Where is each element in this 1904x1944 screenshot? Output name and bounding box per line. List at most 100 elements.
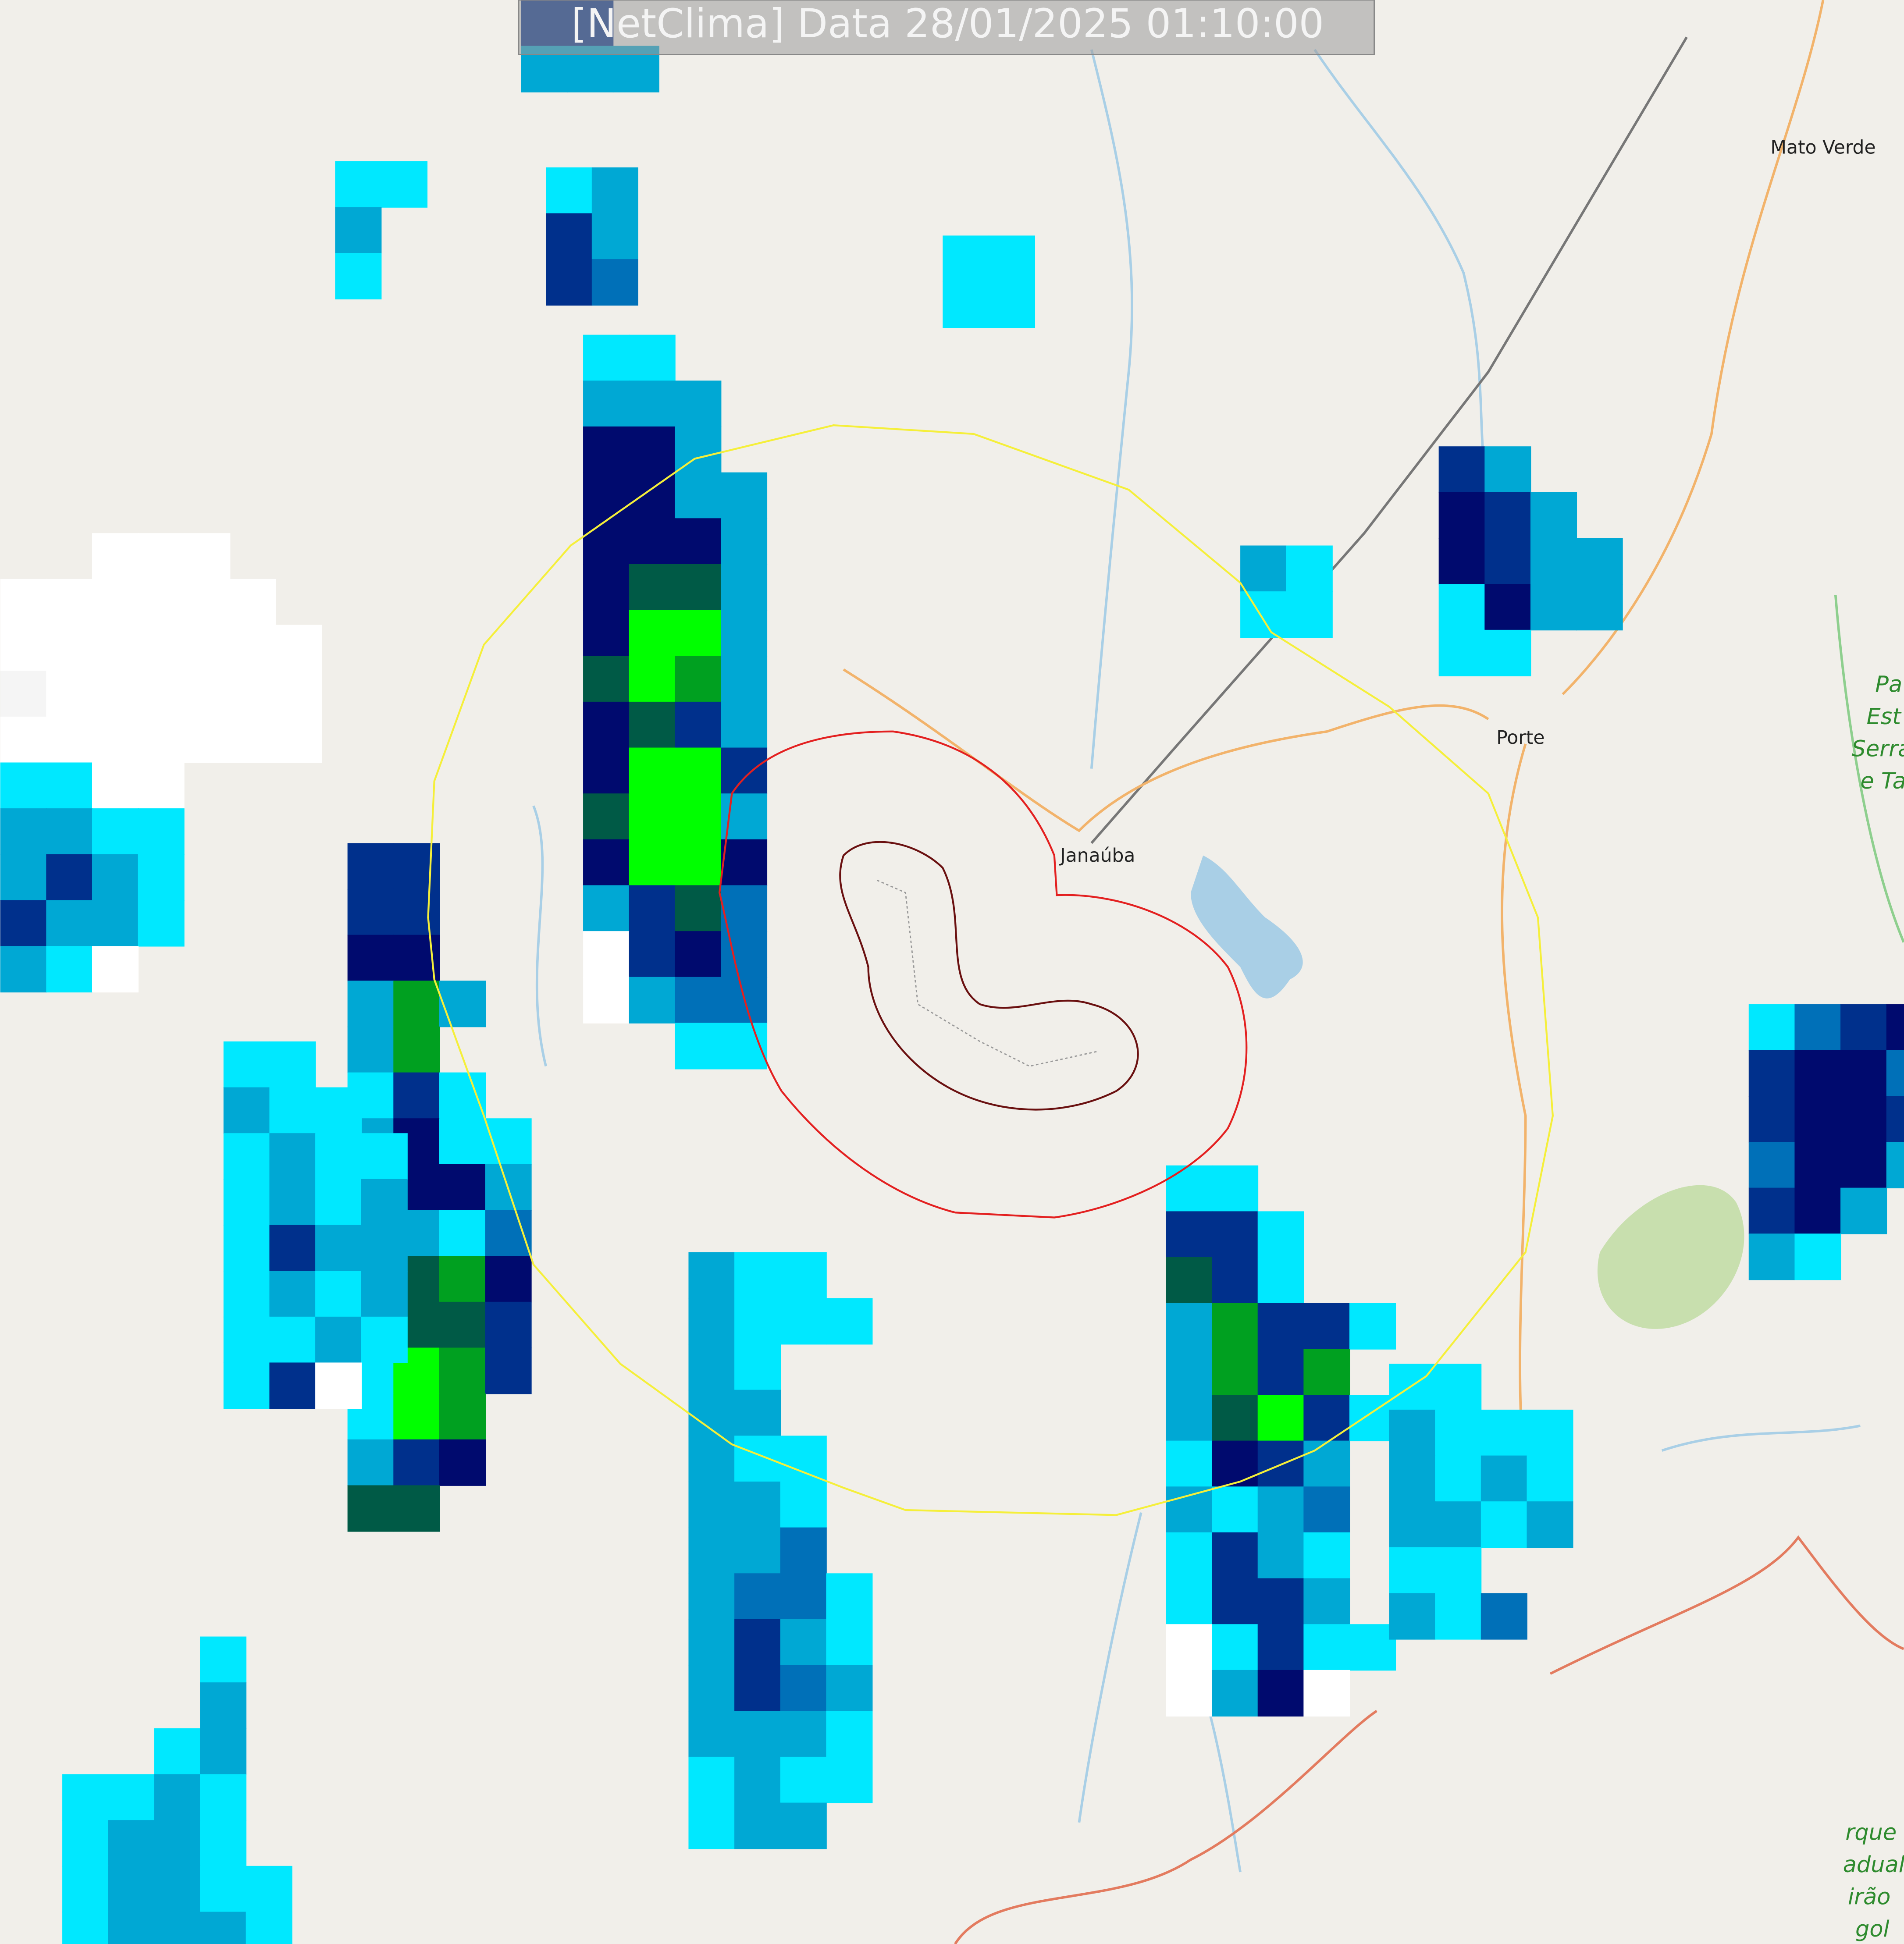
- echo-cell: [108, 1774, 155, 1821]
- echo-cell: [1840, 1050, 1887, 1097]
- echo-cell: [1480, 1501, 1527, 1548]
- echo-cell: [92, 716, 139, 763]
- echo-cell: [1240, 591, 1287, 638]
- echo-cell: [0, 854, 47, 901]
- echo-cell: [200, 1774, 247, 1821]
- echo-cell: [583, 931, 630, 978]
- echo-cell: [138, 808, 185, 855]
- echo-cell: [675, 656, 722, 703]
- echo-cell: [688, 1573, 735, 1620]
- echo-cell: [1303, 1349, 1350, 1396]
- echo-cell: [92, 762, 139, 809]
- echo-cell: [1212, 1165, 1259, 1212]
- echo-cell: [1530, 538, 1577, 585]
- echo-cell: [46, 671, 93, 718]
- echo-cell: [688, 1481, 735, 1528]
- park-label: rque: [1845, 1820, 1897, 1845]
- echo-cell: [138, 716, 185, 763]
- echo-cell: [688, 1527, 735, 1574]
- echo-cell: [780, 1756, 827, 1803]
- echo-cell: [583, 380, 630, 427]
- echo-cell: [1389, 1593, 1436, 1640]
- echo-cell: [92, 946, 139, 993]
- echo-cell: [1480, 1409, 1527, 1457]
- echo-cell: [688, 1298, 735, 1345]
- echo-cell: [675, 885, 722, 932]
- echo-cell: [154, 1912, 201, 1944]
- echo-cell: [1886, 1096, 1904, 1143]
- echo-cell: [988, 235, 1036, 282]
- echo-cell: [720, 839, 768, 886]
- echo-cell: [269, 1362, 316, 1409]
- echo-cell: [1484, 492, 1531, 539]
- echo-cell: [0, 671, 47, 718]
- echo-cell: [1303, 1532, 1350, 1579]
- echo-cell: [629, 839, 676, 886]
- echo-cell: [734, 1802, 781, 1849]
- echo-cell: [223, 1316, 270, 1363]
- echo-cell: [629, 380, 676, 427]
- echo-cell: [1840, 1187, 1887, 1234]
- echo-cell: [347, 935, 394, 981]
- echo-cell: [108, 1820, 155, 1867]
- echo-cell: [1303, 1303, 1350, 1350]
- echo-cell: [629, 977, 676, 1024]
- echo-cell: [1530, 492, 1577, 539]
- echo-cell: [315, 1087, 362, 1134]
- echo-cell: [675, 1023, 722, 1070]
- echo-cell: [1212, 1394, 1259, 1442]
- echo-cell: [1303, 1670, 1350, 1717]
- echo-cell: [315, 1271, 362, 1318]
- echo-cell: [1257, 1578, 1304, 1625]
- place-label: Janaúba: [1059, 845, 1135, 867]
- echo-cell: [184, 625, 231, 672]
- echo-cell: [154, 1820, 201, 1867]
- echo-cell: [361, 1316, 408, 1363]
- echo-cell: [275, 671, 322, 718]
- echo-cell: [1435, 1455, 1482, 1502]
- echo-cell: [154, 1866, 201, 1912]
- echo-cell: [485, 1210, 532, 1257]
- echo-cell: [184, 533, 231, 580]
- echo-cell: [347, 1026, 394, 1073]
- echo-cell: [0, 579, 47, 625]
- header-title: [NetClima] Data 28/01/2025 01:10:00: [571, 1, 1324, 47]
- echo-cell: [439, 1118, 486, 1165]
- echo-cell: [720, 610, 768, 657]
- echo-cell: [393, 1026, 440, 1073]
- echo-cell: [826, 1573, 873, 1620]
- echo-cell: [200, 1636, 247, 1683]
- echo-cell: [200, 1866, 247, 1912]
- place-labels: Mato Verde Porte Janaúba: [1059, 137, 1876, 867]
- echo-cell: [315, 1133, 362, 1180]
- echo-cell: [583, 564, 630, 611]
- echo-cell: [1794, 1187, 1841, 1234]
- echo-cell: [1748, 1233, 1795, 1280]
- echo-cell: [46, 900, 93, 947]
- echo-cell: [720, 472, 768, 519]
- echo-cell: [629, 747, 676, 794]
- echo-cell: [780, 1573, 827, 1620]
- echo-cell: [583, 701, 630, 748]
- echo-cell: [1576, 538, 1623, 585]
- echo-cell: [1794, 1096, 1841, 1143]
- echo-cell: [780, 1711, 827, 1758]
- echo-cell: [1166, 1624, 1213, 1671]
- range-ring: [427, 424, 1554, 1516]
- echo-cell: [485, 1256, 532, 1303]
- echo-cell: [675, 518, 722, 565]
- echo-cell: [393, 1393, 440, 1440]
- echo-cell: [62, 1912, 109, 1944]
- echo-cell: [275, 625, 322, 672]
- echo-cell: [734, 1665, 781, 1712]
- echo-cell: [92, 808, 139, 855]
- alert-contour: [719, 730, 1248, 1219]
- echo-cell: [688, 1436, 735, 1482]
- echo-cell: [1166, 1486, 1213, 1533]
- echo-cell: [184, 671, 231, 718]
- echo-cell: [1257, 1486, 1304, 1533]
- echo-cell: [439, 1164, 486, 1211]
- echo-cell: [1438, 629, 1485, 676]
- echo-cell: [62, 1820, 109, 1867]
